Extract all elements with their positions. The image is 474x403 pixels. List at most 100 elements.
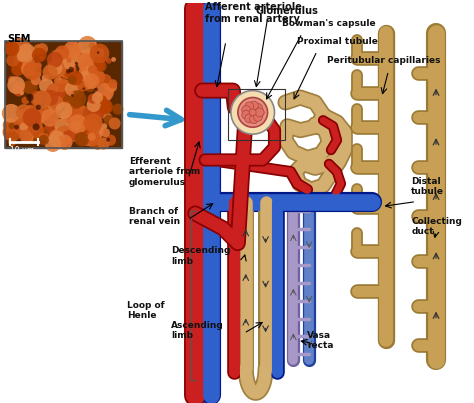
Circle shape — [22, 58, 36, 72]
Circle shape — [80, 105, 85, 110]
Circle shape — [75, 62, 78, 64]
Text: Distal
tubule: Distal tubule — [411, 177, 444, 196]
Circle shape — [105, 135, 116, 146]
Circle shape — [46, 83, 65, 102]
Circle shape — [66, 69, 71, 74]
Circle shape — [16, 104, 32, 120]
Circle shape — [36, 105, 41, 110]
Circle shape — [17, 108, 35, 127]
Circle shape — [69, 91, 74, 96]
Circle shape — [50, 131, 65, 145]
Circle shape — [45, 135, 61, 152]
Text: SEM: SEM — [7, 34, 30, 44]
Circle shape — [26, 94, 34, 101]
Circle shape — [55, 125, 74, 145]
Circle shape — [54, 78, 68, 92]
Circle shape — [52, 118, 56, 123]
Circle shape — [98, 91, 111, 104]
Text: Glomerulus: Glomerulus — [255, 6, 319, 16]
Circle shape — [97, 51, 100, 54]
Circle shape — [14, 125, 19, 129]
Circle shape — [94, 60, 103, 69]
Circle shape — [84, 81, 95, 92]
Circle shape — [99, 74, 112, 87]
Circle shape — [78, 36, 97, 55]
Circle shape — [47, 66, 60, 79]
Circle shape — [23, 80, 37, 94]
Circle shape — [31, 91, 43, 103]
Circle shape — [85, 131, 100, 146]
Circle shape — [72, 87, 83, 99]
Text: Vasa
recta: Vasa recta — [307, 330, 334, 350]
Circle shape — [27, 135, 35, 143]
Circle shape — [82, 118, 100, 137]
Circle shape — [41, 109, 59, 127]
Circle shape — [245, 114, 254, 123]
Circle shape — [69, 90, 86, 108]
Circle shape — [64, 58, 75, 70]
Circle shape — [54, 78, 60, 84]
Circle shape — [29, 119, 43, 132]
Circle shape — [77, 53, 96, 72]
Circle shape — [28, 115, 37, 124]
Text: Proximal tubule: Proximal tubule — [297, 37, 378, 46]
Circle shape — [104, 85, 110, 91]
Circle shape — [95, 88, 98, 91]
Circle shape — [23, 108, 42, 127]
Circle shape — [97, 102, 110, 115]
Circle shape — [18, 44, 36, 62]
Circle shape — [63, 41, 82, 59]
Circle shape — [46, 60, 62, 77]
Circle shape — [24, 81, 29, 86]
Circle shape — [52, 49, 68, 65]
Circle shape — [83, 65, 100, 83]
Circle shape — [16, 44, 23, 52]
Circle shape — [21, 97, 29, 104]
Circle shape — [84, 73, 100, 89]
Circle shape — [254, 112, 263, 121]
Circle shape — [52, 101, 63, 112]
Circle shape — [4, 41, 19, 56]
Circle shape — [112, 104, 123, 115]
Circle shape — [29, 106, 33, 110]
Circle shape — [56, 76, 62, 82]
Circle shape — [19, 91, 24, 95]
Circle shape — [31, 95, 43, 106]
Circle shape — [79, 49, 97, 67]
Text: Ascending
limb: Ascending limb — [172, 321, 224, 340]
Circle shape — [36, 110, 46, 120]
Circle shape — [48, 84, 58, 94]
Circle shape — [108, 79, 118, 89]
Circle shape — [35, 71, 41, 77]
Circle shape — [13, 45, 29, 62]
Circle shape — [255, 108, 264, 117]
Circle shape — [23, 62, 42, 80]
Circle shape — [6, 54, 19, 66]
Circle shape — [88, 133, 96, 141]
Circle shape — [13, 85, 25, 96]
Circle shape — [83, 113, 103, 133]
Circle shape — [43, 133, 49, 139]
Circle shape — [61, 69, 69, 76]
Circle shape — [95, 61, 107, 72]
Circle shape — [76, 123, 81, 128]
Circle shape — [73, 43, 82, 52]
Circle shape — [73, 86, 82, 96]
Circle shape — [39, 91, 46, 99]
Circle shape — [14, 51, 33, 70]
Circle shape — [43, 124, 58, 138]
Circle shape — [51, 50, 56, 55]
Circle shape — [97, 137, 109, 150]
Circle shape — [9, 123, 15, 129]
Circle shape — [39, 78, 54, 93]
Circle shape — [27, 105, 34, 112]
Circle shape — [43, 110, 49, 115]
Circle shape — [51, 62, 66, 77]
Circle shape — [19, 129, 32, 142]
Circle shape — [17, 51, 28, 62]
Circle shape — [31, 75, 41, 85]
Circle shape — [33, 44, 44, 55]
Circle shape — [31, 129, 36, 134]
Circle shape — [67, 60, 76, 69]
Circle shape — [56, 59, 75, 77]
